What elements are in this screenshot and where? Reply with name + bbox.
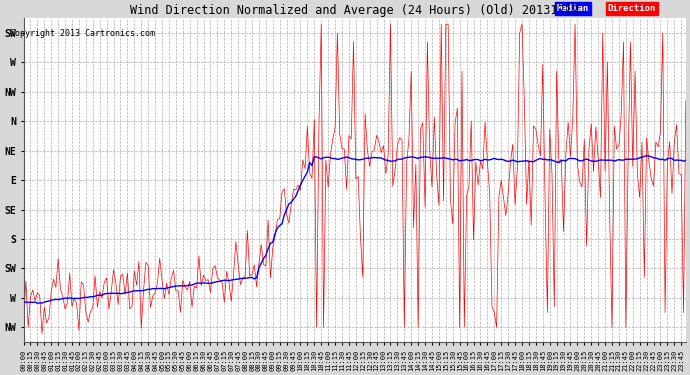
Text: Direction: Direction <box>608 4 656 13</box>
Title: Wind Direction Normalized and Average (24 Hours) (Old) 20131219: Wind Direction Normalized and Average (2… <box>130 4 579 17</box>
Text: Copyright 2013 Cartronics.com: Copyright 2013 Cartronics.com <box>10 28 155 38</box>
Text: Median: Median <box>557 4 589 13</box>
